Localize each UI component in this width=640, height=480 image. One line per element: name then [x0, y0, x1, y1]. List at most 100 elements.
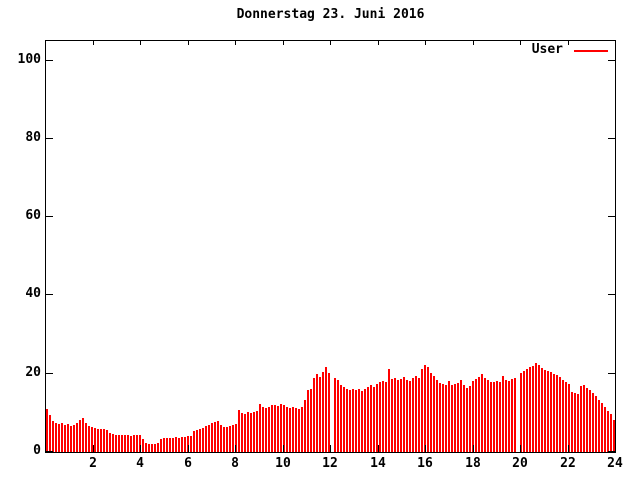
bar: [508, 381, 510, 452]
bar: [457, 383, 459, 452]
bar: [439, 383, 441, 452]
y-tick-mirror: [608, 138, 615, 139]
bar: [607, 411, 609, 452]
bar: [547, 371, 549, 452]
bar: [526, 369, 528, 452]
bar: [553, 374, 555, 452]
bar: [133, 435, 135, 452]
bar: [337, 380, 339, 452]
bar: [49, 415, 51, 452]
bar: [325, 367, 327, 452]
bar: [403, 377, 405, 452]
bar: [550, 372, 552, 452]
bar: [385, 382, 387, 452]
bar: [586, 388, 588, 452]
bar: [214, 422, 216, 452]
bar: [283, 405, 285, 452]
x-tick-label: 20: [512, 456, 528, 471]
y-tick: [46, 451, 53, 452]
bar: [466, 388, 468, 452]
bar: [460, 380, 462, 452]
bar: [388, 369, 390, 452]
x-tick: [425, 445, 426, 452]
bar: [208, 425, 210, 452]
bar: [415, 376, 417, 452]
y-tick-label: 0: [33, 443, 41, 458]
plot-area: [45, 40, 616, 453]
x-tick: [473, 445, 474, 452]
bar: [349, 390, 351, 452]
bar: [580, 386, 582, 452]
y-tick: [46, 216, 53, 217]
bar: [175, 437, 177, 452]
bar: [223, 427, 225, 452]
bar: [481, 374, 483, 452]
bar: [310, 389, 312, 452]
bar: [574, 393, 576, 452]
bar: [601, 403, 603, 452]
bar: [199, 429, 201, 452]
bar: [571, 392, 573, 452]
bar: [544, 370, 546, 452]
bar: [262, 407, 264, 452]
bar: [475, 379, 477, 452]
bar: [367, 387, 369, 452]
bar: [589, 390, 591, 452]
x-tick: [330, 445, 331, 452]
bar: [340, 385, 342, 452]
bar: [304, 400, 306, 452]
bar: [502, 376, 504, 452]
y-tick-label: 60: [25, 208, 41, 223]
bar: [493, 382, 495, 452]
bar: [376, 384, 378, 452]
bar: [211, 423, 213, 452]
bar: [487, 380, 489, 452]
bar: [253, 412, 255, 452]
bar: [241, 413, 243, 452]
bar: [103, 429, 105, 452]
x-tick: [235, 445, 236, 452]
legend-line-sample: [574, 50, 608, 52]
bar: [229, 426, 231, 452]
bar: [61, 423, 63, 452]
bar: [184, 437, 186, 452]
bar: [430, 373, 432, 452]
bar: [118, 435, 120, 452]
bar: [112, 434, 114, 452]
bar: [523, 371, 525, 452]
bar: [232, 425, 234, 452]
bar: [226, 427, 228, 452]
bar: [334, 378, 336, 452]
bar: [313, 378, 315, 452]
bar: [379, 382, 381, 452]
bar: [250, 413, 252, 452]
x-tick-mirror: [520, 41, 521, 45]
bar: [559, 377, 561, 452]
x-tick-label: 24: [607, 456, 623, 471]
bar: [178, 438, 180, 452]
bar: [148, 444, 150, 452]
x-tick-mirror: [378, 41, 379, 45]
bar: [496, 381, 498, 452]
bar: [322, 372, 324, 452]
bar: [583, 385, 585, 452]
x-tick-mirror: [330, 41, 331, 45]
x-tick-label: 4: [136, 456, 144, 471]
bar: [598, 400, 600, 452]
bar: [139, 435, 141, 452]
x-tick-mirror: [473, 41, 474, 45]
bar: [394, 378, 396, 452]
legend-label: User: [531, 42, 563, 57]
y-tick: [46, 60, 53, 61]
y-tick-label: 40: [25, 286, 41, 301]
bar: [127, 435, 129, 452]
x-tick-mirror: [140, 41, 141, 45]
bar: [274, 405, 276, 452]
x-tick: [568, 445, 569, 452]
bar: [406, 380, 408, 452]
bar: [268, 407, 270, 452]
x-tick-label: 2: [89, 456, 97, 471]
bar: [343, 387, 345, 452]
bar: [73, 425, 75, 452]
